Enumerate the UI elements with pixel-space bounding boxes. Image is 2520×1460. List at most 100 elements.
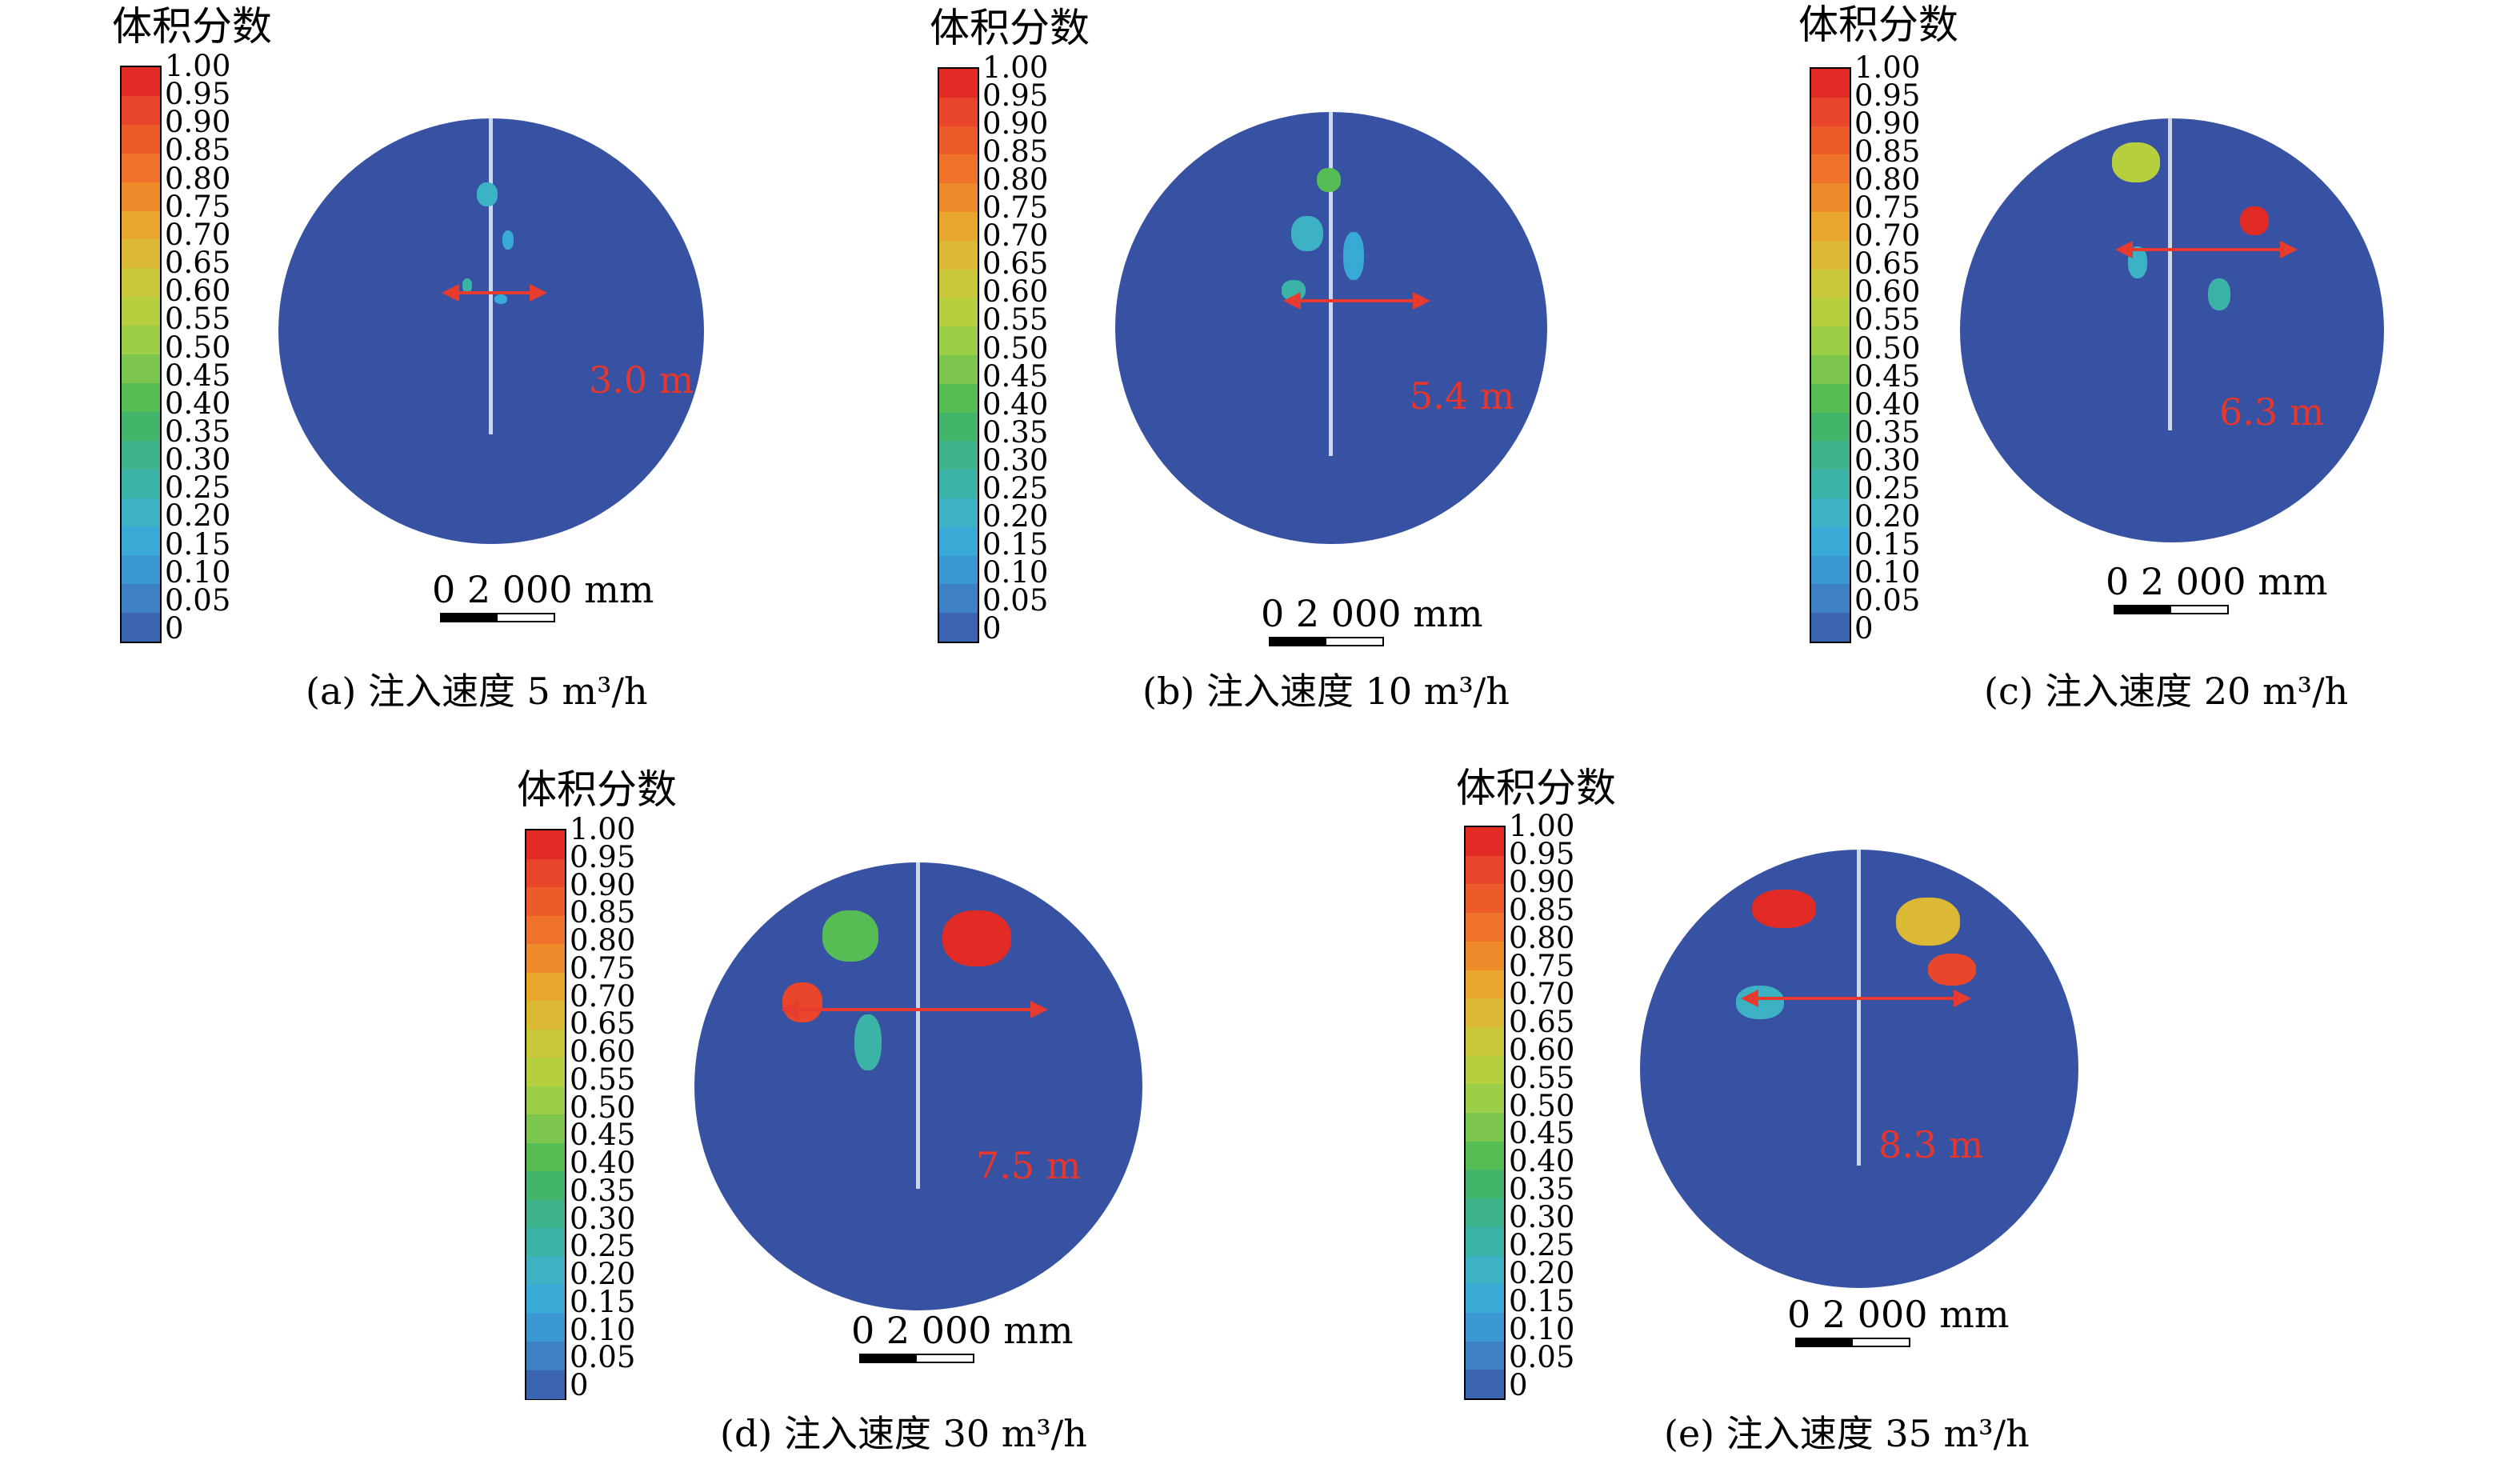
colorbar bbox=[938, 67, 979, 643]
colorbar-tick-label: 0.65 bbox=[570, 1006, 636, 1042]
colorbar-segment bbox=[526, 972, 565, 1002]
colorbar-segment bbox=[526, 1114, 565, 1143]
colorbar-tick-label: 0 bbox=[982, 611, 1002, 646]
colorbar-tick-label: 0.05 bbox=[165, 582, 231, 618]
colorbar-segment bbox=[526, 1342, 565, 1370]
colorbar-tick-label: 0.90 bbox=[982, 106, 1049, 142]
colorbar-tick-label: 0.05 bbox=[570, 1340, 636, 1375]
colorbar-segment bbox=[122, 613, 160, 642]
colorbar-tick-label: 0.85 bbox=[1509, 892, 1575, 927]
colorbar-tick-label: 0.45 bbox=[982, 358, 1049, 394]
colorbar-tick-label: 0.40 bbox=[1509, 1144, 1575, 1179]
colorbar-segment bbox=[939, 555, 978, 585]
colorbar-tick-label: 0.50 bbox=[165, 330, 231, 365]
colorbar-tick-label: 1.00 bbox=[1854, 50, 1921, 85]
colorbar-segment bbox=[939, 613, 978, 642]
colorbar-segment bbox=[1466, 1170, 1504, 1199]
colorbar-tick-label: 0.30 bbox=[982, 442, 1049, 478]
colorbar-segment bbox=[122, 239, 160, 269]
colorbar-tick-label: 0.10 bbox=[165, 554, 231, 590]
colorbar-segment bbox=[939, 183, 978, 213]
colorbar-tick-label: 0.05 bbox=[1854, 582, 1921, 618]
colorbar-segment bbox=[939, 412, 978, 442]
colorbar-segment bbox=[526, 1086, 565, 1115]
colorbar-segment bbox=[939, 126, 978, 155]
spread-arrow bbox=[2115, 241, 2298, 258]
colorbar-segment bbox=[1811, 555, 1850, 585]
colorbar-segment bbox=[1811, 326, 1850, 356]
colorbar-tick-label: 0 bbox=[165, 611, 184, 646]
flow-disk bbox=[278, 118, 704, 544]
colorbar-segment bbox=[1811, 69, 1850, 98]
colorbar-segment bbox=[1811, 298, 1850, 327]
spread-distance: 3.0 m bbox=[589, 358, 694, 402]
colorbar-segment bbox=[1466, 1055, 1504, 1085]
spread-distance: 8.3 m bbox=[1878, 1123, 1984, 1166]
colorbar-tick-label: 0.75 bbox=[982, 190, 1049, 226]
colorbar-title: 体积分数 bbox=[112, 3, 272, 50]
colorbar-tick-label: 1.00 bbox=[570, 812, 636, 846]
scale-graphic bbox=[1795, 1338, 1910, 1347]
colorbar-tick-label: 0.45 bbox=[165, 358, 231, 393]
panel-caption: (d) 注入速度 30 m³/h bbox=[720, 1412, 1087, 1455]
colorbar-tick-label: 0.90 bbox=[570, 867, 636, 902]
colorbar-segment bbox=[526, 1171, 565, 1200]
plume-blob bbox=[494, 294, 507, 304]
spread-distance: 7.5 m bbox=[976, 1144, 1082, 1187]
colorbar-segment bbox=[526, 1058, 565, 1086]
colorbar-tick-label: 0.55 bbox=[165, 302, 231, 337]
colorbar-tick-label: 0.50 bbox=[1854, 330, 1921, 366]
colorbar-tick-label: 0.60 bbox=[165, 274, 231, 309]
colorbar-tick-label: 0.95 bbox=[165, 77, 231, 112]
colorbar-segment bbox=[122, 95, 160, 126]
colorbar-tick-label: 0.30 bbox=[570, 1201, 636, 1236]
colorbar-segment bbox=[939, 441, 978, 470]
colorbar-segment bbox=[122, 326, 160, 355]
colorbar-segment bbox=[1811, 154, 1850, 184]
panel-caption: (b) 注入速度 10 m³/h bbox=[1142, 670, 1510, 713]
colorbar-tick-label: 0.25 bbox=[165, 470, 231, 506]
colorbar-tick-label: 0.25 bbox=[982, 470, 1049, 506]
colorbar-tick-label: 0.70 bbox=[1509, 976, 1575, 1011]
colorbar-tick-label: 0.90 bbox=[1509, 864, 1575, 899]
colorbar-segment bbox=[1466, 1113, 1504, 1142]
colorbar-segment bbox=[1811, 584, 1850, 614]
panel-caption: (a) 注入速度 5 m³/h bbox=[306, 670, 648, 713]
plume-blob bbox=[1928, 954, 1976, 986]
colorbar-tick-label: 0.25 bbox=[570, 1229, 636, 1264]
colorbar-tick-label: 0.40 bbox=[570, 1146, 636, 1180]
colorbar-segment bbox=[1811, 126, 1850, 155]
flow-disk bbox=[1115, 112, 1547, 544]
colorbar-segment bbox=[526, 858, 565, 888]
colorbar-segment bbox=[1811, 498, 1850, 528]
colorbar-segment bbox=[1466, 827, 1504, 857]
flow-disk bbox=[1960, 118, 2384, 542]
colorbar-tick-label: 0.20 bbox=[1509, 1256, 1575, 1291]
spread-arrow bbox=[1741, 990, 1971, 1007]
colorbar-segment bbox=[1466, 913, 1504, 942]
colorbar-tick-label: 0 bbox=[1509, 1368, 1528, 1402]
scale-graphic bbox=[440, 613, 555, 622]
colorbar-tick-label: 0.95 bbox=[1509, 836, 1575, 871]
colorbar-segment bbox=[1466, 1312, 1504, 1342]
plume-blob bbox=[462, 278, 472, 293]
plume-blob bbox=[822, 910, 878, 962]
scale-label: 0 2 000 mm bbox=[1261, 592, 1483, 635]
plume-blob bbox=[2208, 278, 2230, 310]
colorbar bbox=[1464, 826, 1506, 1400]
plume-blob bbox=[477, 182, 498, 206]
colorbar-segment bbox=[122, 382, 160, 413]
colorbar-tick-label: 0.65 bbox=[165, 246, 231, 281]
colorbar-tick-label: 0.25 bbox=[1854, 470, 1921, 506]
colorbar-tick-label: 0.10 bbox=[1509, 1312, 1575, 1347]
colorbar-tick-label: 0.80 bbox=[165, 161, 231, 196]
colorbar-segment bbox=[1466, 1198, 1504, 1228]
colorbar-tick-label: 0.55 bbox=[1854, 302, 1921, 338]
colorbar-tick-label: 0.65 bbox=[1509, 1004, 1575, 1039]
colorbar bbox=[525, 829, 566, 1400]
colorbar-segment bbox=[939, 526, 978, 557]
colorbar-tick-label: 0.50 bbox=[982, 330, 1049, 366]
scale-graphic bbox=[859, 1354, 974, 1363]
colorbar-segment bbox=[122, 584, 160, 614]
injection-pipe bbox=[489, 118, 493, 434]
